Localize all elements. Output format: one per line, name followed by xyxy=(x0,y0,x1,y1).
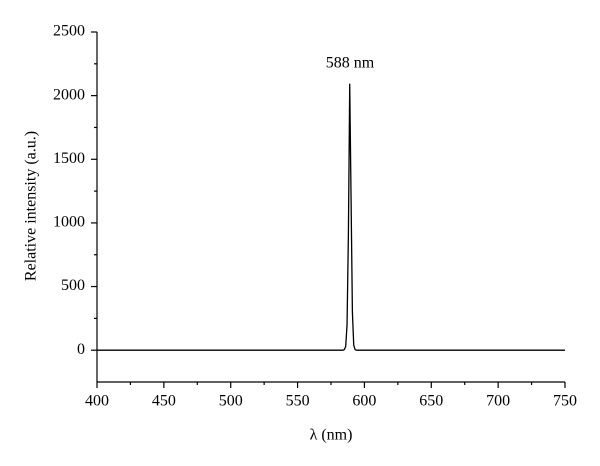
x-tick-label: 400 xyxy=(85,393,109,410)
x-tick-label: 700 xyxy=(486,393,510,410)
peak-annotation: 588 nm xyxy=(326,55,375,72)
x-tick-label: 650 xyxy=(419,393,443,410)
y-tick-label: 2500 xyxy=(53,23,85,40)
y-tick-label: 1500 xyxy=(53,150,85,167)
x-tick-label: 750 xyxy=(553,393,577,410)
y-tick-label: 0 xyxy=(77,341,85,358)
x-axis-label: λ (nm) xyxy=(310,427,353,444)
x-tick-label: 550 xyxy=(286,393,310,410)
y-axis-label: Relative intensity (a.u.) xyxy=(23,131,40,281)
x-tick-label: 500 xyxy=(219,393,243,410)
spectrum-line xyxy=(97,83,565,351)
y-tick-label: 2000 xyxy=(53,86,85,103)
y-tick-label: 1000 xyxy=(53,214,85,231)
x-tick-label: 600 xyxy=(352,393,376,410)
y-tick-label: 500 xyxy=(61,277,85,294)
x-tick-label: 450 xyxy=(152,393,176,410)
